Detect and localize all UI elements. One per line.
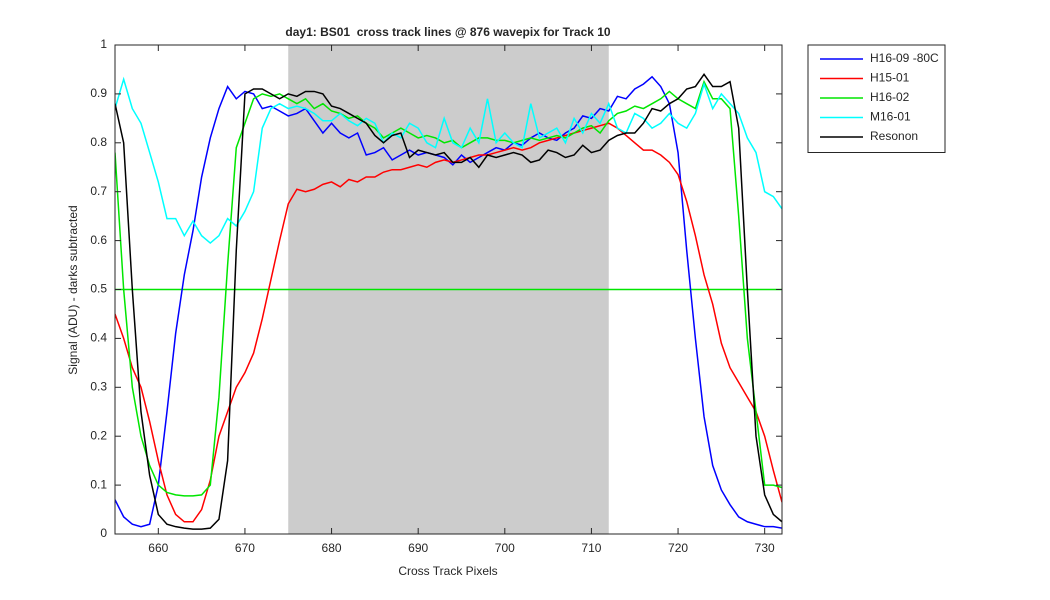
y-tick-label: 1 (100, 37, 107, 51)
y-tick-label: 0 (100, 526, 107, 540)
x-tick-label: 720 (668, 541, 688, 555)
y-axis-label: Signal (ADU) - darks subtracted (66, 205, 80, 374)
x-tick-label: 680 (322, 541, 342, 555)
y-tick-label: 0.1 (90, 477, 107, 491)
x-tick-label: 730 (755, 541, 775, 555)
series-line (115, 73, 782, 530)
y-tick-label: 0.2 (90, 428, 107, 442)
series-line (115, 76, 782, 245)
y-tick-label: 0.9 (90, 86, 107, 100)
y-tick-label: 0.5 (90, 282, 107, 296)
y-tick-label: 0.4 (90, 331, 107, 345)
x-axis-label: Cross Track Pixels (398, 564, 497, 578)
y-tick-label: 0.8 (90, 135, 107, 149)
y-tick-label: 0.7 (90, 184, 107, 198)
x-tick-label: 700 (495, 541, 515, 555)
legend-label: Resonon (870, 129, 918, 143)
series-line (115, 122, 782, 523)
series-line (115, 79, 782, 497)
y-tick-label: 0.6 (90, 233, 107, 247)
x-tick-label: 660 (148, 541, 168, 555)
x-tick-label: 670 (235, 541, 255, 555)
y-tick-label: 0.3 (90, 379, 107, 393)
plot-area (115, 45, 782, 534)
legend-label: H15-01 (870, 71, 910, 85)
legend-label: M16-01 (870, 110, 911, 124)
x-tick-label: 690 (408, 541, 428, 555)
legend-label: H16-02 (870, 90, 910, 104)
legend-label: H16-09 -80C (870, 51, 939, 65)
x-tick-label: 710 (581, 541, 601, 555)
chart-title: day1: BS01 cross track lines @ 876 wavep… (285, 25, 611, 39)
